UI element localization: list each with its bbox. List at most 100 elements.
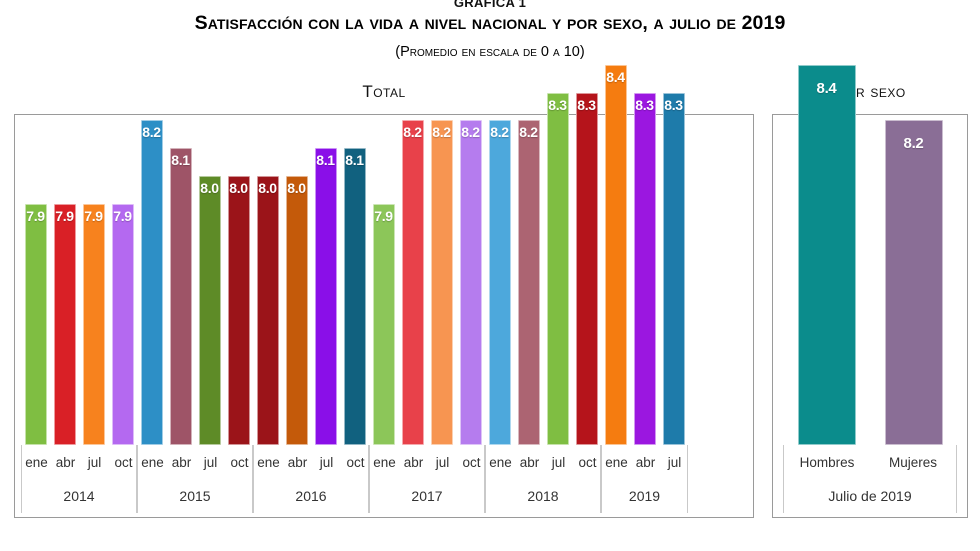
- bar-2014-abr[interactable]: 7.9: [53, 204, 76, 445]
- bar-2019-ene[interactable]: 8.4: [604, 65, 627, 445]
- axis-month-label: oct: [462, 454, 481, 470]
- bar-value-label: 8.3: [577, 97, 596, 113]
- bar-2014-jul[interactable]: 7.9: [82, 204, 105, 445]
- bar-2018-jul[interactable]: 8.3: [546, 93, 569, 445]
- axis-category-label: Mujeres: [888, 454, 937, 470]
- axis-month-label: ene: [25, 454, 48, 470]
- axis-month-label: jul: [435, 454, 450, 470]
- axis-month-label: abr: [403, 454, 424, 470]
- bar-value-label: 7.9: [55, 208, 74, 224]
- bar-hombres[interactable]: 8.4: [797, 65, 856, 445]
- bar-value-label: 8.3: [548, 97, 567, 113]
- axis-months: ene abr jul oct: [370, 445, 484, 479]
- bar-group-2015: 8.2 8.1 8.0 8.0: [137, 115, 253, 445]
- bar-slot: 8.1: [340, 115, 369, 445]
- bar-slot: 8.2: [456, 115, 485, 445]
- bar-slot: 7.9: [79, 115, 108, 445]
- bar-2018-oct[interactable]: 8.3: [575, 93, 598, 445]
- bar-2016-jul[interactable]: 8.1: [314, 148, 337, 445]
- bar-value-label: 8.2: [403, 124, 422, 140]
- bar-group-2018: 8.2 8.2 8.3 8.3: [485, 93, 601, 445]
- bar-slot: 8.4: [783, 65, 870, 445]
- bar-slot: 8.2: [485, 115, 514, 445]
- x-axis-total: ene abr jul oct 2014 ene abr jul oct 2015 ene abr ju…: [21, 445, 747, 513]
- bar-2015-oct[interactable]: 8.0: [227, 176, 250, 445]
- category-labels: Hombres Mujeres: [784, 445, 956, 479]
- bar-value-label: 8.2: [461, 124, 480, 140]
- bar-slot: 8.2: [427, 115, 456, 445]
- bar-2016-abr[interactable]: 8.0: [285, 176, 308, 445]
- bar-2017-ene[interactable]: 7.9: [372, 204, 395, 445]
- axis-year-2014: ene abr jul oct 2014: [21, 445, 137, 513]
- axis-month-label: jul: [203, 454, 218, 470]
- axis-month-label: ene: [605, 454, 628, 470]
- bar-mujeres[interactable]: 8.2: [884, 120, 943, 445]
- bar-slot: 8.0: [224, 115, 253, 445]
- bar-2014-ene[interactable]: 7.9: [24, 204, 47, 445]
- bar-2018-ene[interactable]: 8.2: [488, 120, 511, 445]
- bar-slot: 8.2: [514, 115, 543, 445]
- bar-value-label: 8.2: [432, 124, 451, 140]
- bar-value-label: 7.9: [113, 208, 132, 224]
- axis-month-label: ene: [141, 454, 164, 470]
- axis-month-label: oct: [230, 454, 249, 470]
- axis-year-2015: ene abr jul oct 2015: [137, 445, 253, 513]
- bar-2019-abr[interactable]: 8.3: [633, 93, 656, 445]
- bar-slot: 8.2: [870, 115, 957, 445]
- x-axis-por-sexo: Hombres Mujeres Julio de 2019: [783, 445, 957, 513]
- axis-year-label: 2018: [527, 488, 559, 504]
- bar-2017-abr[interactable]: 8.2: [401, 120, 424, 445]
- axis-year-label: 2019: [628, 488, 661, 504]
- bar-value-label: 8.4: [816, 80, 837, 97]
- bar-2017-oct[interactable]: 8.2: [459, 120, 482, 445]
- axis-month-label: abr: [55, 454, 76, 470]
- bar-value-label: 7.9: [374, 208, 393, 224]
- bar-slot: 8.1: [311, 115, 340, 445]
- x-axis-rows: ene abr jul oct 2014 ene abr jul oct 2015 ene abr ju…: [21, 445, 747, 513]
- bar-slot: 7.9: [21, 115, 50, 445]
- axis-year-label: 2015: [179, 488, 211, 504]
- bar-2014-oct[interactable]: 7.9: [111, 204, 134, 445]
- axis-month-label: jul: [87, 454, 102, 470]
- axis-year-2019: ene abr jul 2019: [601, 445, 688, 513]
- bar-value-label: 8.4: [606, 69, 625, 85]
- figure-label: GRÁFICA 1: [453, 0, 527, 8]
- bar-value-label: 8.2: [519, 124, 538, 140]
- axis-month-label: oct: [114, 454, 133, 470]
- axis-months: ene abr jul: [602, 445, 687, 479]
- bar-slot: 7.9: [108, 115, 137, 445]
- axis-month-label: abr: [635, 454, 656, 470]
- axis-year-label: 2014: [63, 488, 95, 504]
- bar-slot: 8.4: [601, 65, 630, 445]
- bar-2016-ene[interactable]: 8.0: [256, 176, 279, 445]
- bar-group-2019: 8.4 8.3 8.3: [601, 65, 688, 445]
- axis-month-label: abr: [171, 454, 192, 470]
- panel-header-total: Total: [362, 82, 406, 101]
- bar-value-label: 8.1: [345, 152, 364, 168]
- bar-value-label: 8.0: [287, 180, 306, 196]
- period-label: Julio de 2019: [828, 488, 912, 504]
- axis-month-label: ene: [257, 454, 280, 470]
- axis-month-label: jul: [319, 454, 334, 470]
- axis-month-label: oct: [346, 454, 365, 470]
- plot-area-total: 7.9 7.9 7.9 7.9 8.2 8.1 8.0 8.0 8.0 8.0 8.1 8.1 7.9 8…: [21, 65, 747, 445]
- axis-months: ene abr jul oct: [138, 445, 252, 479]
- bar-2018-abr[interactable]: 8.2: [517, 120, 540, 445]
- axis-month-label: jul: [551, 454, 566, 470]
- bar-2015-ene[interactable]: 8.2: [140, 120, 163, 445]
- axis-month-label: ene: [489, 454, 512, 470]
- bar-2016-oct[interactable]: 8.1: [343, 148, 366, 445]
- bar-slot: 8.2: [398, 115, 427, 445]
- chart-panel-por-sexo: 8.4 8.2 Hombres Mujeres Julio de 2019: [772, 65, 968, 518]
- bar-slot: 8.0: [195, 115, 224, 445]
- bar-2015-jul[interactable]: 8.0: [198, 176, 221, 445]
- bar-value-label: 7.9: [84, 208, 103, 224]
- axis-months: ene abr jul oct: [254, 445, 368, 479]
- axis-month-label: abr: [287, 454, 308, 470]
- bar-2019-jul[interactable]: 8.3: [662, 93, 685, 445]
- bar-value-label: 8.3: [635, 97, 654, 113]
- bar-2015-abr[interactable]: 8.1: [169, 148, 192, 445]
- bar-2017-jul[interactable]: 8.2: [430, 120, 453, 445]
- bar-value-label: 8.1: [316, 152, 335, 168]
- axis-month-label: abr: [519, 454, 540, 470]
